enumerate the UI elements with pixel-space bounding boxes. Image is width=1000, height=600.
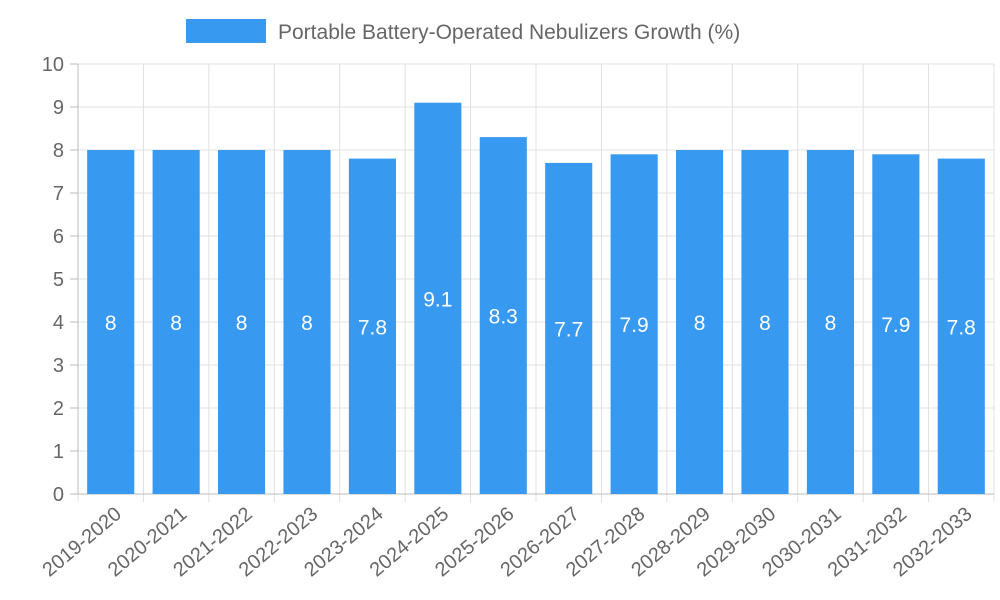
bar[interactable] bbox=[414, 102, 462, 494]
bar-value-label: 8 bbox=[236, 312, 248, 335]
bar-value-label: 8 bbox=[105, 312, 117, 335]
y-tick-label: 0 bbox=[53, 484, 64, 506]
bar[interactable] bbox=[610, 154, 658, 495]
x-axis: 2019-20202020-20212021-20222022-20232023… bbox=[39, 493, 994, 581]
bar[interactable] bbox=[479, 137, 527, 494]
bar-value-label: 8 bbox=[301, 312, 313, 335]
bar[interactable] bbox=[283, 150, 331, 494]
legend-swatch bbox=[186, 19, 266, 43]
bars bbox=[87, 102, 985, 495]
y-tick-label: 2 bbox=[53, 398, 64, 420]
bar[interactable] bbox=[152, 150, 200, 494]
bar-value-label: 7.8 bbox=[358, 316, 387, 339]
grid-lines bbox=[77, 63, 995, 502]
bar-value-label: 7.8 bbox=[947, 316, 976, 339]
y-tick-label: 1 bbox=[53, 441, 64, 463]
bar-value-label: 8 bbox=[825, 312, 837, 335]
bar[interactable] bbox=[218, 150, 266, 494]
bar[interactable] bbox=[348, 158, 396, 494]
bar[interactable] bbox=[741, 150, 789, 494]
bar-value-label: 8 bbox=[759, 312, 771, 335]
bar-value-label: 9.1 bbox=[423, 288, 452, 311]
y-tick-label: 7 bbox=[53, 183, 64, 205]
bar[interactable] bbox=[806, 150, 854, 494]
y-tick-label: 4 bbox=[53, 312, 64, 334]
y-tick-label: 3 bbox=[53, 355, 64, 377]
bar[interactable] bbox=[872, 154, 920, 495]
y-tick-label: 5 bbox=[53, 269, 64, 291]
y-tick-label: 9 bbox=[53, 97, 64, 119]
y-axis: 0 1 2 3 4 5 6 7 8 9 10 bbox=[42, 54, 79, 506]
bar-value-label: 7.7 bbox=[554, 318, 583, 341]
data-labels: 8 8 8 8 7.8 9.1 8.3 7.7 7.9 8 8 8 7.9 7.8 bbox=[105, 288, 976, 341]
bar-value-label: 7.9 bbox=[881, 314, 910, 337]
y-tick-label: 6 bbox=[53, 226, 64, 248]
bar[interactable] bbox=[676, 150, 724, 494]
bar-value-label: 8 bbox=[694, 312, 706, 335]
legend[interactable]: Portable Battery-Operated Nebulizers Gro… bbox=[186, 19, 740, 44]
bar[interactable] bbox=[937, 158, 985, 494]
bar-value-label: 8.3 bbox=[489, 306, 518, 329]
bar-value-label: 8 bbox=[170, 312, 182, 335]
bar-value-label: 7.9 bbox=[620, 314, 649, 337]
bar[interactable] bbox=[545, 162, 593, 494]
bar[interactable] bbox=[87, 150, 135, 494]
legend-label: Portable Battery-Operated Nebulizers Gro… bbox=[278, 21, 740, 44]
y-tick-label: 10 bbox=[42, 54, 64, 76]
y-tick-label: 8 bbox=[53, 140, 64, 162]
